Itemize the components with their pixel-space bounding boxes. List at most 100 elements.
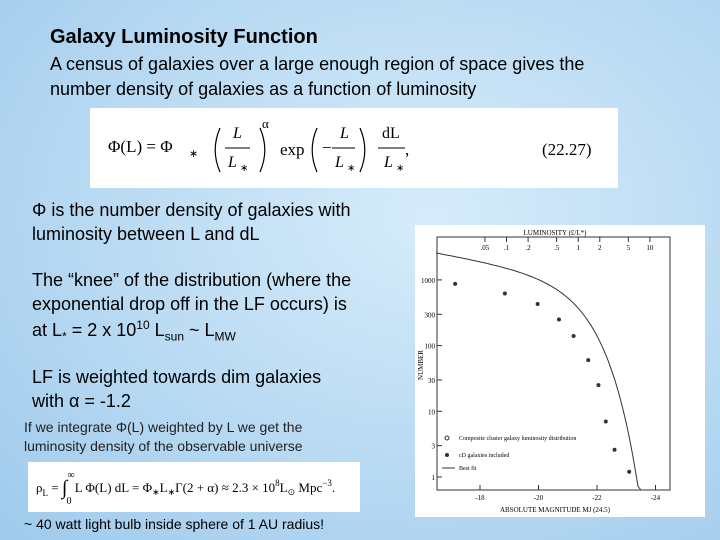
equation-part: (22.27) [542, 140, 592, 159]
equation-part: dL [382, 125, 400, 142]
text: at L* = 2 x 1010 Lsun ~ LMW [32, 318, 236, 344]
data-point [453, 281, 458, 286]
equation-box: ρL = ∫∞ 0 L Φ(L) dL = Φ∗L∗Γ(2 + α) ≈ 2.3 … [28, 462, 360, 512]
equation-part: ∗ [168, 487, 176, 497]
tick-label: 300 [425, 311, 436, 319]
equation-part: L [383, 154, 393, 171]
equation-part: , [405, 140, 409, 159]
tick-label: -22 [592, 494, 602, 502]
equation-part: ∞ [67, 470, 74, 481]
data-point [596, 383, 601, 388]
equation-part: − [322, 138, 332, 157]
fit-curve [436, 252, 642, 491]
tick-label: 1 [576, 244, 580, 252]
footer: ~ 40 watt light bulb inside sphere of 1 … [24, 516, 325, 532]
text: sun [164, 329, 184, 344]
equation-part: L [280, 480, 288, 495]
parenthesis [359, 127, 366, 173]
equation-part: Φ(L) = Φ [108, 137, 173, 156]
figure-plot: LUMINOSITY (£/L*) .05 .1 .2 .5 1 2 5 10 1000 300 10… [417, 229, 671, 514]
tick-label: 3 [432, 443, 436, 451]
equation-part: = [48, 480, 62, 495]
data-point [535, 301, 540, 306]
equation-part: ⊙ [288, 487, 296, 497]
title: Galaxy Luminosity Function [50, 26, 318, 48]
tick-label: -18 [475, 494, 485, 502]
text: at L [32, 320, 63, 340]
text: = 2 x 10 [66, 320, 137, 340]
equation-part: ∗ [189, 148, 198, 160]
text: Φ is the number density of galaxies with [32, 200, 351, 220]
legend-symbol [445, 453, 449, 457]
equation-part: L Φ(L) dL = Φ [71, 480, 152, 495]
tick-label: -24 [651, 494, 661, 502]
equation-part: L [232, 125, 242, 142]
equation-part: −3 [322, 478, 332, 488]
equation-part: ∫ [60, 477, 69, 500]
legend-label: Composite cluster galaxy luminosity dist… [459, 436, 576, 442]
equation-part: . [332, 480, 335, 495]
equation-box: Φ(L) = Φ ∗ L L ∗ α exp − L L ∗ dL L ∗, (22.27) [90, 108, 618, 188]
data-point [571, 333, 576, 338]
data-point [502, 291, 507, 296]
parenthesis [311, 127, 318, 173]
axis-label: LUMINOSITY (£/L*) [524, 229, 588, 237]
text: LF is weighted towards dim galaxies [32, 367, 322, 387]
legend-label: cD galaxies included [459, 453, 509, 459]
equation-part: L [339, 125, 349, 142]
text: ~ L [184, 320, 215, 340]
equation-part: L [160, 480, 168, 495]
data-point [627, 469, 632, 474]
text: with α = -1.2 [32, 391, 131, 411]
legend-label: Best fit [459, 465, 477, 472]
tick-label: 1000 [421, 277, 436, 285]
axis-label: NUMBER [417, 350, 425, 380]
figure: LUMINOSITY (£/L*) .05 .1 .2 .5 1 2 5 10 1000 300 10… [415, 225, 705, 517]
plot-frame [436, 236, 671, 491]
tick-label: .5 [554, 244, 560, 252]
axis-label: ABSOLUTE MAGNITUDE MJ (24.5) [500, 506, 611, 514]
equation-part: ∗ [152, 487, 160, 497]
text: The “knee” of the distribution (where th… [32, 270, 352, 290]
data-point [612, 447, 617, 452]
text: luminosity between L and dL [32, 224, 260, 244]
parenthesis [214, 127, 221, 173]
tick-label: 1 [432, 474, 436, 482]
equation-part: exp [280, 140, 305, 159]
equation-text: ρL = ∫∞ 0 L Φ(L) dL = Φ∗L∗Γ(2 + α) ≈ 2.3 … [36, 470, 335, 507]
tick-label: 10 [428, 408, 436, 416]
equation: ρL = ∫∞ 0 L Φ(L) dL = Φ∗L∗Γ(2 + α) ≈ 2.3 … [36, 470, 335, 507]
text: exponential drop off in the LF occurs) i… [32, 294, 347, 314]
equation-part: α [262, 116, 269, 131]
equation-part: L [334, 154, 344, 171]
tick-label: -20 [534, 494, 544, 502]
text: 10 [136, 318, 150, 332]
equation-part: L [43, 488, 49, 498]
equation-part: 0 [66, 496, 71, 507]
tick-label: .2 [525, 244, 531, 252]
legend-symbol [444, 435, 450, 441]
tick-label: 100 [425, 343, 436, 351]
text: MW [214, 329, 236, 344]
tick-label: .05 [481, 244, 490, 252]
equation-part: Mpc [295, 480, 322, 495]
note: luminosity density of the observable uni… [24, 438, 303, 454]
tick-label: 5 [627, 244, 631, 252]
data-point [603, 419, 608, 424]
equation-part: ρ [36, 480, 43, 495]
tick-label: .1 [504, 244, 510, 252]
tick-label: 2 [598, 244, 602, 252]
text: * [62, 329, 67, 344]
equation-part: L [227, 154, 237, 171]
equation-part: ∗ [240, 163, 248, 174]
text: L [149, 320, 165, 340]
parenthesis [259, 127, 266, 173]
equation-part: Γ(2 + α) ≈ 2.3 × 10 [175, 480, 275, 495]
equation-part: 8 [275, 478, 280, 488]
tick-label: 10 [646, 244, 654, 252]
equation-part: ∗ [347, 163, 355, 174]
data-point [556, 317, 561, 322]
equation-part: ∗ [396, 163, 404, 174]
